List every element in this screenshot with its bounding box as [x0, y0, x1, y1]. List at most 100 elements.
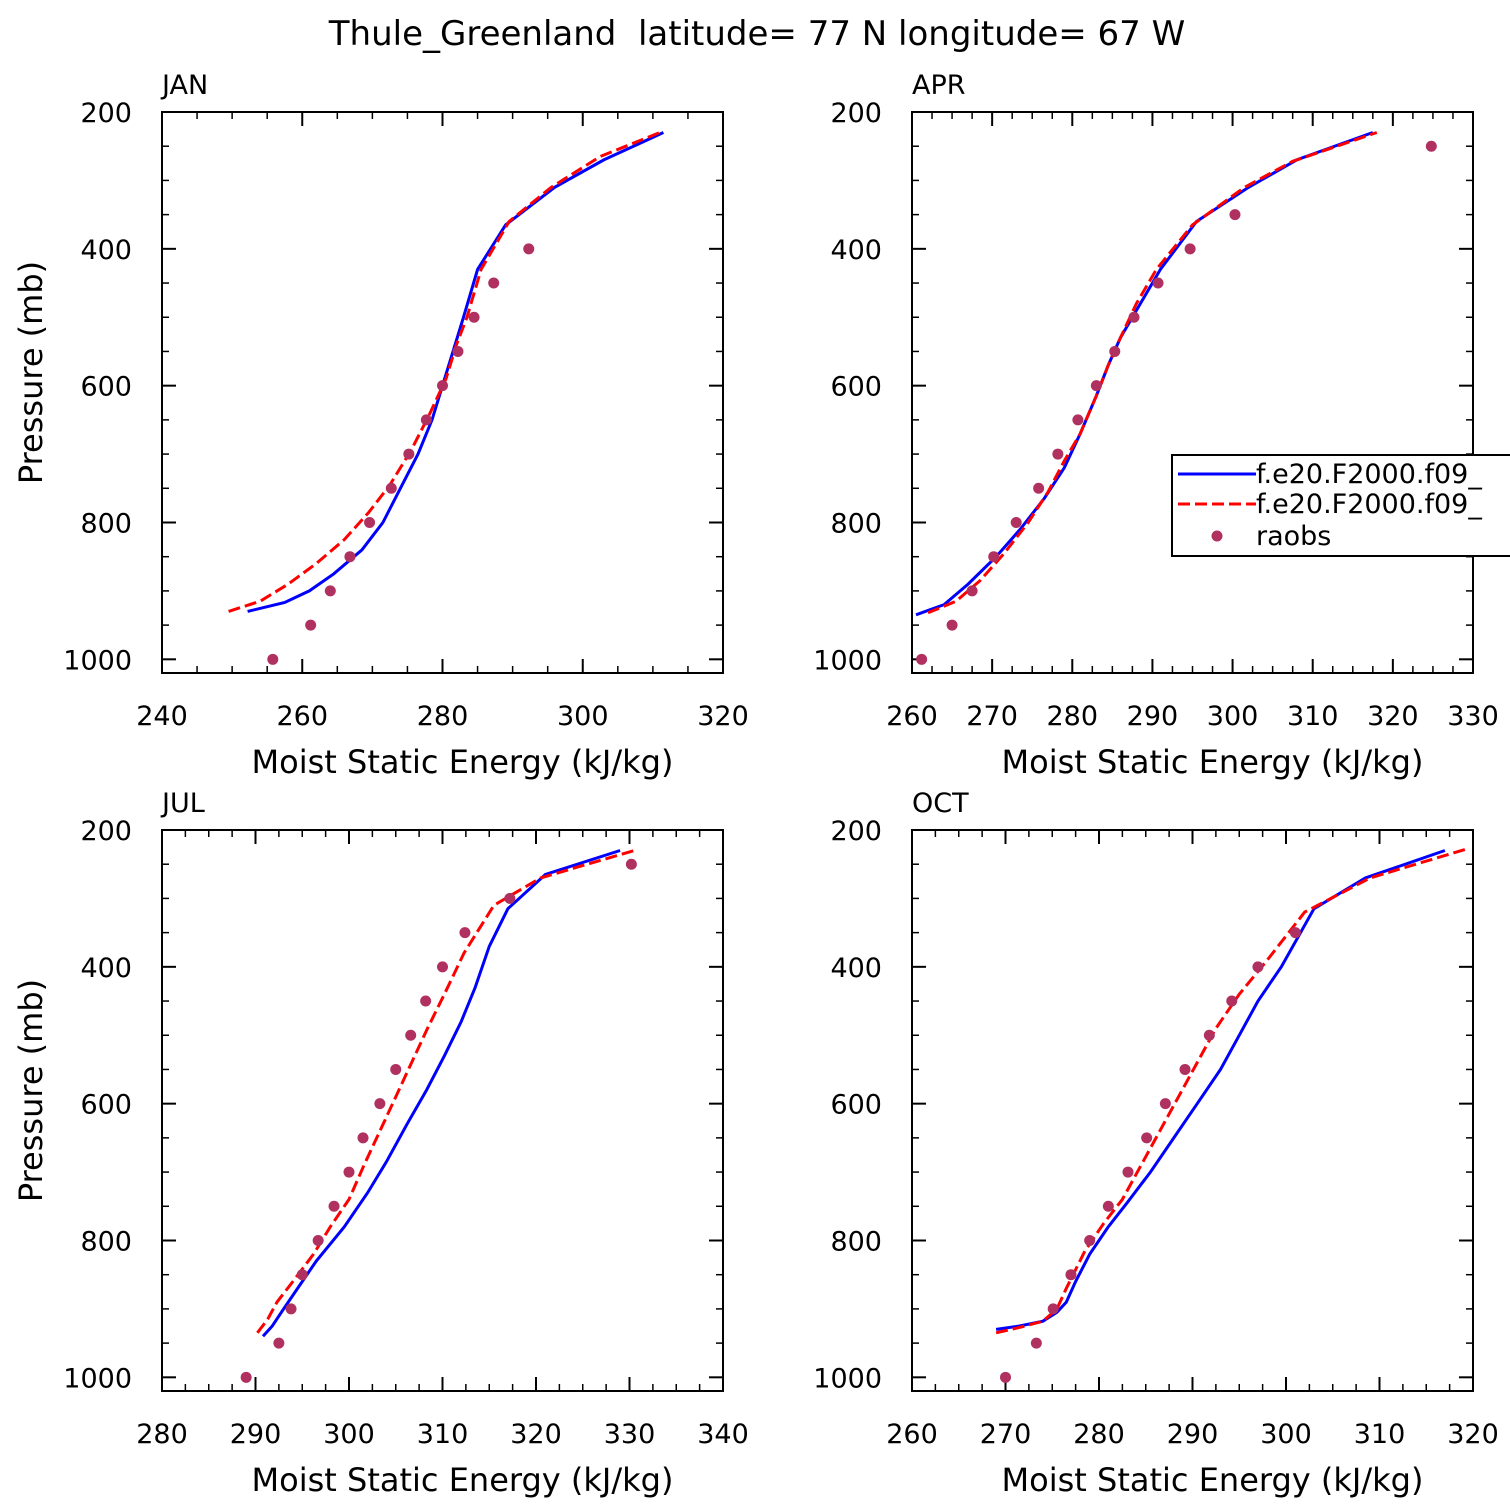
y-tick-label: 1000 [63, 1363, 132, 1394]
raobs-point [437, 961, 448, 973]
x-axis-label: Moist Static Energy (kJ/kg) [252, 743, 674, 781]
raobs-point [1090, 380, 1102, 392]
raobs-point [1102, 1200, 1114, 1212]
raobs-point [1179, 1063, 1191, 1075]
raobs-point [324, 585, 336, 597]
legend: f.e20.F2000.f09_f.e20.F2000.f09_raobs [1171, 454, 1510, 557]
raobs-point [459, 927, 471, 939]
y-tick-label: 200 [80, 98, 132, 129]
raobs-point [1122, 1166, 1134, 1178]
x-tick-label: 300 [323, 1419, 375, 1450]
raobs-point [1203, 1029, 1215, 1041]
raobs-point [523, 243, 535, 255]
x-axis-label: Moist Static Energy (kJ/kg) [1002, 1461, 1424, 1499]
y-tick-label: 400 [80, 953, 132, 984]
raobs-point [374, 1098, 386, 1110]
series-line-2 [228, 131, 661, 613]
raobs-point [1128, 311, 1140, 323]
x-tick-label: 330 [1447, 701, 1499, 732]
panel-jul: 280 290 300 310 320 330 340 200 400 600 800 1000 JUL… [12, 788, 749, 1499]
x-tick-label: 300 [557, 701, 609, 732]
raobs-point [312, 1234, 324, 1246]
raobs-point [988, 551, 1000, 563]
panel-title: JAN [160, 70, 208, 101]
x-tick-label: 300 [1260, 1419, 1312, 1450]
series-line-2 [256, 849, 635, 1334]
y-axis-label: Pressure (mb) [12, 261, 50, 484]
raobs-point [437, 380, 448, 392]
y-tick-label: 1000 [63, 645, 132, 676]
raobs-point [344, 551, 356, 563]
raobs-point [1152, 277, 1164, 289]
y-tick-label: 1000 [813, 1363, 882, 1394]
raobs-point [1252, 961, 1264, 973]
y-tick-label: 600 [80, 1090, 132, 1121]
raobs-point [1226, 995, 1238, 1007]
x-tick-label: 300 [1207, 701, 1259, 732]
series-line-1 [247, 131, 665, 613]
y-tick-label: 800 [80, 1226, 132, 1257]
raobs-point [385, 482, 397, 494]
x-tick-label: 260 [886, 701, 938, 732]
raobs-point [468, 311, 480, 323]
raobs-point [403, 448, 415, 460]
y-tick-label: 200 [830, 98, 882, 129]
panel-title: OCT [912, 788, 969, 819]
raobs-point [1010, 516, 1022, 528]
legend-label-1: f.e20.F2000.f09_ [1256, 459, 1482, 490]
plot-frame [911, 111, 1474, 674]
x-tick-label: 290 [1127, 701, 1179, 732]
raobs-point [267, 653, 279, 665]
raobs-point [273, 1337, 285, 1349]
panel-apr: 260 270 280 290 300 310 320 330 200 400 600 800 1000… [813, 70, 1498, 781]
raobs-point [1229, 209, 1241, 221]
raobs-point [1065, 1269, 1077, 1281]
x-tick-label: 270 [980, 1419, 1032, 1450]
legend-label-2: f.e20.F2000.f09_ [1256, 489, 1482, 520]
y-axis-label: Pressure (mb) [12, 979, 50, 1202]
panel-title: JUL [160, 788, 205, 819]
panel-jan: 240 260 280 300 320 200 400 600 800 1000 JAN Moist … [12, 70, 749, 781]
plot-frame [161, 829, 724, 1392]
x-tick-label: 310 [1354, 1419, 1406, 1450]
raobs-point [1000, 1371, 1011, 1383]
x-tick-label: 310 [1287, 701, 1339, 732]
y-tick-label: 200 [80, 816, 132, 847]
raobs-point [357, 1132, 369, 1144]
raobs-point [1072, 414, 1084, 426]
x-axis-label: Moist Static Energy (kJ/kg) [252, 1461, 674, 1499]
raobs-point [364, 516, 376, 528]
raobs-point [1289, 927, 1301, 939]
x-tick-label: 330 [604, 1419, 656, 1450]
raobs-point [1084, 1234, 1096, 1246]
y-tick-label: 800 [830, 1226, 882, 1257]
legend-marker-raobs [1211, 530, 1223, 542]
panel-title: APR [912, 70, 966, 101]
raobs-point [343, 1166, 355, 1178]
raobs-point [1109, 345, 1121, 357]
x-tick-label: 320 [697, 701, 749, 732]
raobs-point [916, 653, 928, 665]
x-tick-label: 290 [230, 1419, 282, 1450]
y-tick-label: 600 [830, 1090, 882, 1121]
raobs-point [240, 1371, 252, 1383]
x-tick-label: 280 [1073, 1419, 1125, 1450]
plot-frame [161, 111, 724, 674]
y-tick-label: 800 [80, 508, 132, 539]
x-tick-label: 310 [417, 1419, 469, 1450]
y-tick-label: 400 [830, 953, 882, 984]
raobs-point [390, 1063, 402, 1075]
raobs-point [946, 619, 958, 631]
raobs-point [420, 414, 432, 426]
x-tick-label: 320 [510, 1419, 562, 1450]
series-line-2 [995, 847, 1469, 1335]
x-tick-label: 270 [966, 701, 1018, 732]
panel-oct: 260 270 280 290 300 310 320 200 400 600 800 1000 OCT… [813, 788, 1498, 1499]
raobs-point [305, 619, 317, 631]
x-tick-label: 260 [886, 1419, 938, 1450]
x-tick-label: 240 [136, 701, 188, 732]
y-tick-label: 600 [80, 372, 132, 403]
x-axis-label: Moist Static Energy (kJ/kg) [1002, 743, 1424, 781]
x-tick-label: 280 [417, 701, 469, 732]
